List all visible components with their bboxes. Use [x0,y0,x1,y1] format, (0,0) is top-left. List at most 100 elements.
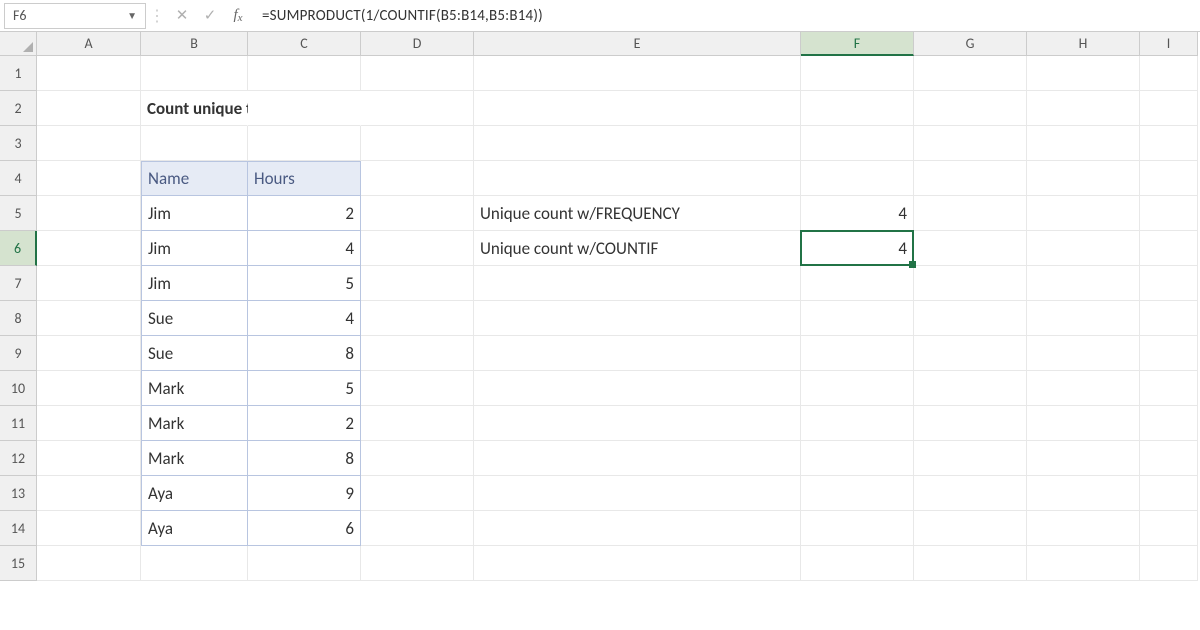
cell-E14[interactable] [474,511,801,546]
cell-E10[interactable] [474,371,801,406]
cell-G2[interactable] [914,91,1027,126]
cell-G8[interactable] [914,301,1027,336]
cancel-icon[interactable]: ✕ [168,3,196,29]
cell-G10[interactable] [914,371,1027,406]
cell-I8[interactable] [1140,301,1198,336]
cell-B11[interactable]: Mark [141,406,248,441]
row-header-2[interactable]: 2 [0,91,37,126]
cell-C15[interactable] [248,546,361,581]
cell-A12[interactable] [37,441,141,476]
cell-D1[interactable] [361,56,474,91]
cell-B9[interactable]: Sue [141,336,248,371]
cell-B1[interactable] [141,56,248,91]
cell-F13[interactable] [801,476,914,511]
cell-H10[interactable] [1027,371,1140,406]
cell-I5[interactable] [1140,196,1198,231]
cell-G6[interactable] [914,231,1027,266]
cell-D10[interactable] [361,371,474,406]
cell-D4[interactable] [361,161,474,196]
cell-A15[interactable] [37,546,141,581]
cell-F14[interactable] [801,511,914,546]
row-header-12[interactable]: 12 [0,441,37,476]
cell-A3[interactable] [37,126,141,161]
cell-I9[interactable] [1140,336,1198,371]
cell-E9[interactable] [474,336,801,371]
cell-D5[interactable] [361,196,474,231]
cell-C3[interactable] [248,126,361,161]
cell-F2[interactable] [801,91,914,126]
spreadsheet-grid[interactable]: 12Count unique text values34NameHours5Ji… [0,56,1200,581]
cell-E8[interactable] [474,301,801,336]
cell-H14[interactable] [1027,511,1140,546]
cell-C1[interactable] [248,56,361,91]
cell-F1[interactable] [801,56,914,91]
row-header-7[interactable]: 7 [0,266,37,301]
cell-H13[interactable] [1027,476,1140,511]
cell-C7[interactable]: 5 [248,266,361,301]
row-header-4[interactable]: 4 [0,161,37,196]
cell-G1[interactable] [914,56,1027,91]
cell-I15[interactable] [1140,546,1198,581]
cell-D11[interactable] [361,406,474,441]
cell-F10[interactable] [801,371,914,406]
cell-C12[interactable]: 8 [248,441,361,476]
cell-F9[interactable] [801,336,914,371]
cell-B3[interactable] [141,126,248,161]
cell-I11[interactable] [1140,406,1198,441]
cell-E13[interactable] [474,476,801,511]
cell-G5[interactable] [914,196,1027,231]
cell-D3[interactable] [361,126,474,161]
cell-H6[interactable] [1027,231,1140,266]
cell-H9[interactable] [1027,336,1140,371]
cell-I12[interactable] [1140,441,1198,476]
cell-H7[interactable] [1027,266,1140,301]
cell-D6[interactable] [361,231,474,266]
cell-I4[interactable] [1140,161,1198,196]
cell-C2[interactable] [248,91,361,126]
cell-B12[interactable]: Mark [141,441,248,476]
cell-E7[interactable] [474,266,801,301]
cell-D14[interactable] [361,511,474,546]
row-header-13[interactable]: 13 [0,476,37,511]
cell-I6[interactable] [1140,231,1198,266]
cell-F8[interactable] [801,301,914,336]
cell-D7[interactable] [361,266,474,301]
cell-D8[interactable] [361,301,474,336]
row-header-9[interactable]: 9 [0,336,37,371]
cell-F3[interactable] [801,126,914,161]
cell-D9[interactable] [361,336,474,371]
cell-I1[interactable] [1140,56,1198,91]
cell-C10[interactable]: 5 [248,371,361,406]
cell-B13[interactable]: Aya [141,476,248,511]
cell-H15[interactable] [1027,546,1140,581]
cell-A7[interactable] [37,266,141,301]
cell-B14[interactable]: Aya [141,511,248,546]
cell-H8[interactable] [1027,301,1140,336]
cell-H11[interactable] [1027,406,1140,441]
cell-F15[interactable] [801,546,914,581]
cell-A11[interactable] [37,406,141,441]
cell-G9[interactable] [914,336,1027,371]
cell-G7[interactable] [914,266,1027,301]
column-header-I[interactable]: I [1140,32,1198,56]
cell-D13[interactable] [361,476,474,511]
cell-F6[interactable]: 4 [801,231,914,266]
cell-G14[interactable] [914,511,1027,546]
cell-I10[interactable] [1140,371,1198,406]
cell-E3[interactable] [474,126,801,161]
cell-F4[interactable] [801,161,914,196]
fx-icon[interactable]: fx [224,3,252,29]
cell-C5[interactable]: 2 [248,196,361,231]
cell-H3[interactable] [1027,126,1140,161]
row-header-11[interactable]: 11 [0,406,37,441]
cell-C8[interactable]: 4 [248,301,361,336]
cell-A1[interactable] [37,56,141,91]
cell-E5[interactable]: Unique count w/FREQUENCY [474,196,801,231]
cell-D2[interactable] [361,91,474,126]
cell-C6[interactable]: 4 [248,231,361,266]
cell-B10[interactable]: Mark [141,371,248,406]
cell-E2[interactable] [474,91,801,126]
cell-A9[interactable] [37,336,141,371]
cell-A5[interactable] [37,196,141,231]
cell-F7[interactable] [801,266,914,301]
